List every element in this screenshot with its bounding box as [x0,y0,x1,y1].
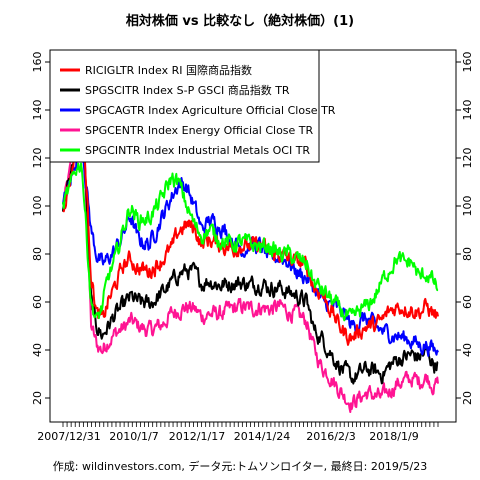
x-tick-label: 2007/12/31 [37,430,100,443]
series-lines [62,57,439,413]
legend-label: SPGCENTR Index Energy Official Close TR [85,124,314,137]
axes: 20 20 40 40 60 60 80 80 100 100 120 120 140 140 160 160… [31,52,474,444]
chart-title: 相対株価 vs 比較なし（絶対株価）(1) [126,13,354,29]
x-tick-label: 2018/1/9 [369,430,418,443]
legend: RICIGLTR Index RI 国際商品指数 SPGSCITR Index S… [49,49,336,163]
y-tick-label-right: 20 [461,391,474,405]
series-line [62,162,439,322]
legend-label: RICIGLTR Index RI 国際商品指数 [85,63,252,77]
y-tick-label-right: 120 [461,148,474,169]
chart-caption: 作成: wildinvestors.com, データ元:トムソンロイター, 最終… [53,459,427,473]
y-tick-label-right: 40 [461,343,474,357]
x-tick-label: 2010/1/7 [109,430,158,443]
y-tick-label-right: 140 [461,100,474,121]
series-line [62,115,439,346]
y-tick-label-left: 60 [31,295,44,309]
y-tick-label-left: 120 [31,148,44,169]
y-tick-label-left: 100 [31,196,44,217]
y-tick-label-right: 80 [461,247,474,261]
legend-label: SPGSCITR Index S-P GSCI 商品指数 TR [85,83,290,97]
y-tick-label-left: 160 [31,52,44,73]
y-tick-label-right: 60 [461,295,474,309]
legend-label: SPGCAGTR Index Agriculture Official Clos… [85,104,336,117]
x-tick-label: 2014/1/24 [234,430,290,443]
x-tick-label: 2012/1/17 [169,430,225,443]
x-tick-label: 2016/2/3 [306,430,355,443]
y-tick-label-right: 100 [461,196,474,217]
series-line [62,57,439,413]
y-tick-label-left: 80 [31,247,44,261]
legend-box [49,49,320,163]
y-tick-label-left: 40 [31,343,44,357]
legend-label: SPGCINTR Index Industrial Metals OCI TR [85,144,310,157]
y-tick-label-left: 20 [31,391,44,405]
y-tick-label-left: 140 [31,100,44,121]
series-line [62,98,439,385]
y-tick-label-right: 160 [461,52,474,73]
